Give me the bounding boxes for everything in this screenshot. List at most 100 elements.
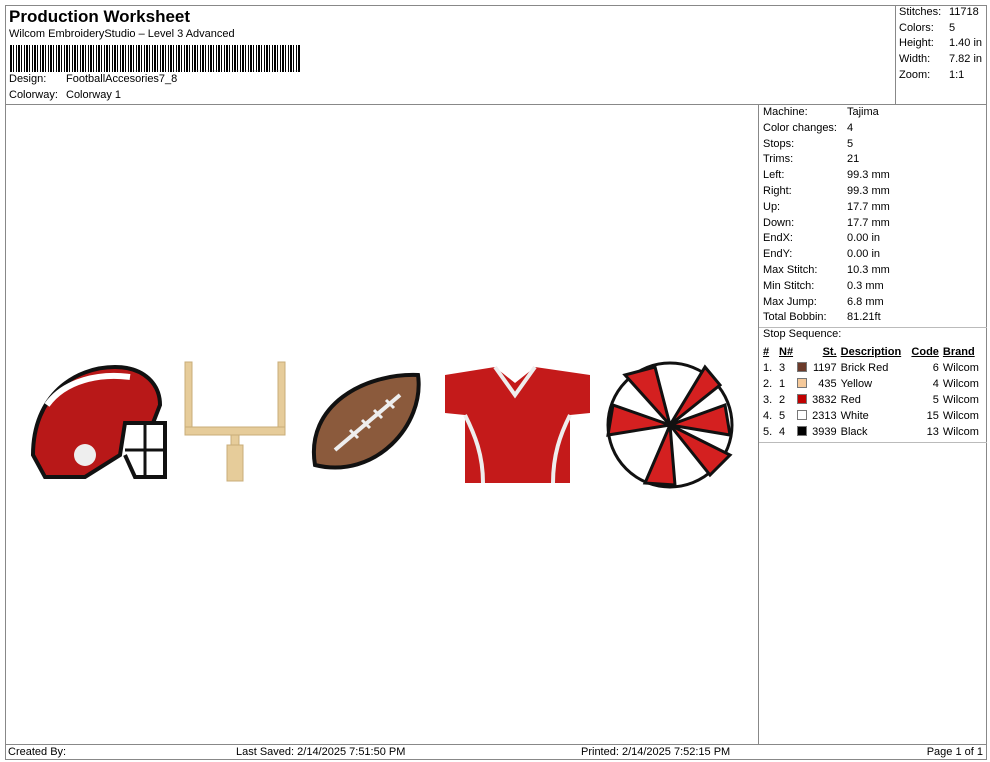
- stitch-count: 2313: [812, 410, 837, 423]
- stop-row: 4. 5 2313 White 15 Wilcom: [763, 408, 983, 424]
- col-description: Description: [840, 346, 902, 359]
- property-row: Total Bobbin: 81.21ft: [759, 310, 987, 326]
- property-row: Trims: 21: [759, 152, 987, 168]
- stop-number: 4.: [763, 410, 773, 423]
- page-title: Production Worksheet: [9, 7, 191, 26]
- property-row: Up: 17.7 mm: [759, 200, 987, 216]
- property-label: Stops:: [763, 137, 795, 150]
- stop-row: 1. 3 1197 Brick Red 6 Wilcom: [763, 360, 983, 376]
- property-value: 17.7 mm: [847, 216, 890, 229]
- colorway-value: Colorway 1: [66, 89, 122, 101]
- design-label: Design:: [9, 73, 47, 85]
- stop-number: 3.: [763, 394, 773, 407]
- football-design: [311, 372, 421, 470]
- stitch-count: 435: [818, 378, 837, 391]
- stop-row: 5. 4 3939 Black 13 Wilcom: [763, 424, 983, 440]
- barcode: [10, 45, 300, 72]
- brand: Wilcom: [942, 378, 979, 391]
- property-value: 6.8 mm: [847, 295, 884, 308]
- needle-number: 2: [779, 394, 786, 407]
- property-value: 99.3 mm: [847, 184, 890, 197]
- stop-row: 2. 1 435 Yellow 4 Wilcom: [763, 376, 983, 392]
- property-value: 0.00 in: [847, 232, 881, 245]
- property-row: Down: 17.7 mm: [759, 216, 987, 232]
- brand: Wilcom: [942, 394, 979, 407]
- brand: Wilcom: [942, 362, 979, 375]
- colorway-row: Colorway: Colorway 1: [9, 89, 121, 101]
- color-description: Brick Red: [840, 362, 889, 375]
- color-description: Red: [840, 394, 861, 407]
- property-value: 17.7 mm: [847, 200, 890, 213]
- property-label: Up:: [763, 200, 781, 213]
- design-value: FootballAccesories7_8: [66, 73, 178, 85]
- property-value: 0.00 in: [847, 248, 881, 261]
- property-row: Max Jump: 6.8 mm: [759, 295, 987, 311]
- property-value: 21: [847, 153, 860, 166]
- property-label: Left:: [763, 169, 785, 182]
- color-code: 13: [926, 426, 939, 439]
- stop-sequence-label: Stop Sequence:: [763, 328, 842, 341]
- stitch-count: 3832: [812, 394, 837, 407]
- needle-number: 5: [779, 410, 786, 423]
- brand: Wilcom: [942, 426, 979, 439]
- colorway-label: Colorway:: [9, 89, 58, 101]
- needle-number: 4: [779, 426, 786, 439]
- jersey-design: [445, 365, 590, 484]
- col-swatch: [797, 344, 809, 360]
- stat-row: Stitches: 11718: [899, 6, 984, 22]
- color-code: 6: [932, 362, 939, 375]
- property-row: EndY: 0.00 in: [759, 247, 987, 263]
- design-row: Design: FootballAccesories7_8: [9, 73, 177, 85]
- stop-sequence: Stop Sequence: # N# St. Description Code…: [759, 327, 987, 444]
- color-code: 4: [932, 378, 939, 391]
- last-saved: Last Saved: 2/14/2025 7:51:50 PM: [236, 746, 406, 758]
- property-label: Color changes:: [763, 121, 837, 134]
- property-value: 10.3 mm: [847, 263, 890, 276]
- stop-number: 5.: [763, 426, 773, 439]
- property-row: Left: 99.3 mm: [759, 168, 987, 184]
- stop-row: 3. 2 3832 Red 5 Wilcom: [763, 392, 983, 408]
- col-stitches: St.: [822, 346, 837, 359]
- stats-box: Stitches: 11718 Colors: 5 Height: 1.40 in Widt…: [895, 5, 987, 105]
- goalpost-design: [184, 361, 286, 482]
- stitch-count: 3939: [812, 426, 837, 439]
- created-by: Created By:: [8, 746, 67, 758]
- pompom-design: [606, 361, 734, 489]
- color-swatch: [797, 362, 807, 373]
- footer: Created By: Last Saved: 2/14/2025 7:51:5…: [5, 744, 987, 760]
- color-swatch: [797, 394, 807, 405]
- stat-value: 1.40 in: [949, 37, 983, 50]
- property-value: 5: [847, 137, 854, 150]
- worksheet-frame: [5, 5, 987, 760]
- property-row: Color changes: 4: [759, 121, 987, 137]
- property-row: Right: 99.3 mm: [759, 184, 987, 200]
- stat-label: Width:: [899, 53, 931, 66]
- property-label: Down:: [763, 216, 795, 229]
- property-value: 0.3 mm: [847, 279, 884, 292]
- stat-row: Width: 7.82 in: [899, 53, 984, 69]
- stat-value: 5: [949, 21, 956, 34]
- swatch-cell: [797, 408, 809, 424]
- software-name: Wilcom EmbroideryStudio – Level 3 Advanc…: [9, 28, 235, 40]
- color-code: 5: [932, 394, 939, 407]
- property-row: Max Stitch: 10.3 mm: [759, 263, 987, 279]
- stitch-count: 1197: [813, 362, 837, 375]
- property-value: 99.3 mm: [847, 169, 890, 182]
- property-value: Tajima: [847, 106, 879, 118]
- stat-value: 7.82 in: [949, 53, 983, 66]
- stat-row: Colors: 5: [899, 22, 984, 38]
- property-row: Stops: 5: [759, 137, 987, 153]
- color-description: Yellow: [840, 378, 873, 391]
- property-row: Machine: Tajima: [759, 105, 987, 121]
- stat-label: Zoom:: [899, 68, 931, 81]
- swatch-cell: [797, 424, 809, 440]
- stat-label: Height:: [899, 37, 934, 50]
- property-label: Trims:: [763, 153, 794, 166]
- property-row: EndX: 0.00 in: [759, 231, 987, 247]
- color-description: Black: [840, 426, 868, 439]
- stat-row: Zoom: 1:1: [899, 69, 984, 85]
- color-swatch: [797, 426, 807, 437]
- properties-panel: Machine: Tajima Color changes: 4 Stops: 5 Trim…: [758, 104, 987, 744]
- brand: Wilcom: [942, 410, 979, 423]
- stop-number: 1.: [763, 362, 773, 375]
